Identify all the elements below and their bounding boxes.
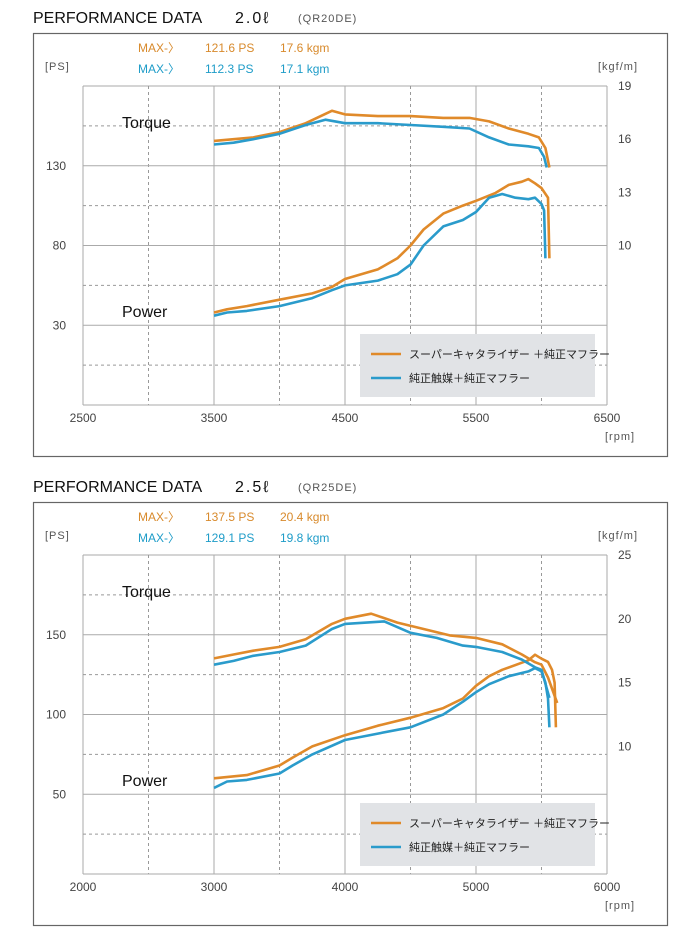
max-torque-value: 20.4 kgm: [280, 510, 329, 524]
torque-line-blue: [213, 620, 551, 699]
y-right-tick-label: 16: [618, 132, 632, 146]
x-tick-label: 4000: [332, 880, 359, 894]
y-left-unit: [PS]: [45, 61, 70, 73]
legend-entry: 純正触媒＋純正マフラー: [409, 371, 530, 385]
max-torque-value: 17.6 kgm: [280, 41, 329, 55]
engine-code: (QR20DE): [298, 13, 357, 25]
y-right-tick-label: 20: [618, 612, 632, 626]
max-prefix: MAX-〉: [138, 510, 180, 524]
x-tick-label: 5000: [463, 880, 490, 894]
y-left-tick-label: 100: [46, 708, 66, 722]
y-right-tick-label: 13: [618, 185, 632, 199]
y-left-tick-label: 130: [46, 159, 66, 173]
power-line-orange: [213, 177, 551, 314]
y-right-tick-label: 19: [618, 79, 632, 93]
x-unit: [rpm]: [605, 900, 635, 912]
legend-entry: スーパーキャタライザー ＋純正マフラー: [409, 348, 610, 361]
displacement-label: 2.5ℓ: [235, 479, 270, 496]
chart-title: PERFORMANCE DATA: [33, 479, 203, 496]
chart-panel-qr20de: PERFORMANCE DATA 2.0ℓ (QR20DE) 2500 3500 4500…: [32, 10, 669, 458]
legend-box: [360, 334, 595, 397]
power-line-blue: [213, 666, 551, 790]
torque-line-blue: [213, 118, 548, 168]
x-unit: [rpm]: [605, 431, 635, 443]
legend-entry: 純正触媒＋純正マフラー: [409, 840, 530, 854]
torque-label: Torque: [122, 584, 171, 601]
chart-frame: [32, 501, 669, 927]
max-power-value: 112.3 PS: [205, 62, 253, 76]
legend-entry: スーパーキャタライザー ＋純正マフラー: [409, 817, 610, 830]
legend-box: [360, 803, 595, 866]
y-left-tick-label: 50: [53, 787, 67, 801]
power-label: Power: [122, 773, 168, 790]
power-line-blue: [213, 192, 547, 317]
y-right-unit: [kgf/m]: [598, 61, 638, 73]
torque-line-orange: [213, 612, 559, 704]
chart-title: PERFORMANCE DATA: [33, 10, 203, 27]
power-label: Power: [122, 304, 168, 321]
y-left-unit: [PS]: [45, 530, 70, 542]
max-prefix: MAX-〉: [138, 531, 180, 545]
max-torque-value: 17.1 kgm: [280, 62, 329, 76]
x-tick-label: 2000: [70, 880, 97, 894]
y-right-tick-label: 10: [618, 239, 632, 253]
x-tick-label: 3500: [201, 411, 228, 425]
engine-code: (QR25DE): [298, 482, 357, 494]
torque-label: Torque: [122, 115, 171, 132]
chart-panel-qr25de: PERFORMANCE DATA 2.5ℓ (QR25DE) 2000 3000 4000…: [32, 479, 669, 927]
x-tick-label: 6000: [594, 880, 621, 894]
y-right-tick-label: 15: [618, 676, 632, 690]
y-right-tick-label: 10: [618, 739, 632, 753]
power-line-orange: [213, 653, 558, 780]
x-tick-label: 4500: [332, 411, 359, 425]
x-tick-label: 3000: [201, 880, 228, 894]
max-torque-value: 19.8 kgm: [280, 531, 329, 545]
x-tick-label: 6500: [594, 411, 621, 425]
y-left-tick-label: 80: [53, 239, 67, 253]
max-power-value: 121.6 PS: [205, 41, 254, 55]
torque-line-orange: [213, 109, 551, 168]
displacement-label: 2.0ℓ: [235, 10, 270, 27]
max-power-value: 137.5 PS: [205, 510, 254, 524]
max-power-value: 129.1 PS: [205, 531, 254, 545]
y-right-unit: [kgf/m]: [598, 530, 638, 542]
x-tick-label: 5500: [463, 411, 490, 425]
max-prefix: MAX-〉: [138, 41, 180, 55]
y-left-tick-label: 150: [46, 628, 66, 642]
chart-frame: [32, 32, 669, 458]
x-tick-label: 2500: [70, 411, 97, 425]
y-right-tick-label: 25: [618, 548, 632, 562]
y-left-tick-label: 30: [53, 318, 67, 332]
max-prefix: MAX-〉: [138, 62, 180, 76]
